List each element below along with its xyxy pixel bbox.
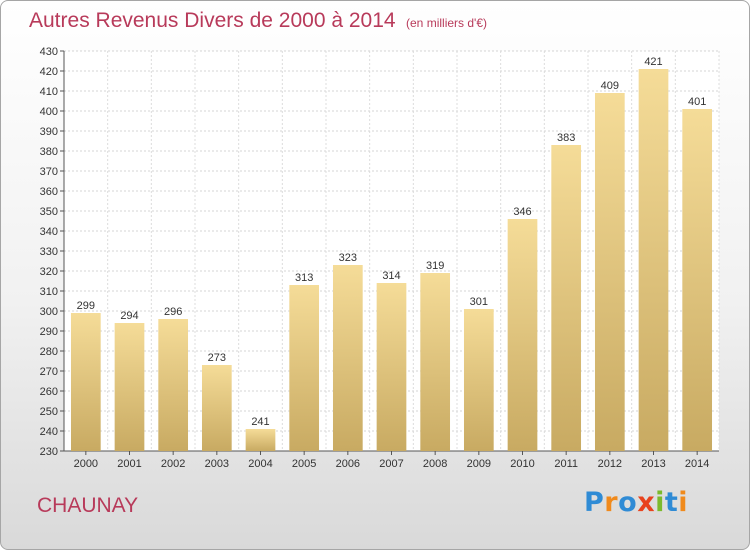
bar-2013	[638, 69, 669, 451]
bars	[70, 69, 713, 451]
y-tick-label: 290	[40, 326, 58, 338]
bar-2003	[201, 365, 232, 451]
y-tick-label: 240	[40, 426, 58, 438]
data-label-2005: 313	[295, 272, 313, 284]
data-label-2001: 294	[120, 310, 138, 322]
chart-title-main: Autres Revenus Divers de 2000 à 2014	[29, 9, 396, 32]
bar-2005	[289, 285, 320, 451]
y-tick-label: 420	[40, 66, 58, 78]
bar-2012	[594, 93, 625, 451]
data-label-2004: 241	[251, 416, 269, 428]
y-tick-label: 260	[40, 386, 58, 398]
y-tick-label: 280	[40, 346, 58, 358]
bar-2011	[551, 145, 582, 451]
bar-2001	[114, 323, 145, 451]
logo-letter: i	[678, 487, 689, 518]
data-label-2003: 273	[208, 352, 226, 364]
y-tick-label: 370	[40, 166, 58, 178]
x-tick-label: 2006	[336, 458, 360, 470]
y-tick-label: 400	[40, 106, 58, 118]
bar-2002	[158, 319, 189, 451]
data-label-2010: 346	[513, 206, 531, 218]
x-tick-label: 2002	[161, 458, 185, 470]
bar-2014	[682, 109, 713, 451]
logo-letter: x	[637, 487, 656, 518]
y-tick-label: 390	[40, 126, 58, 138]
y-tick-label: 360	[40, 186, 58, 198]
data-label-2009: 301	[470, 296, 488, 308]
bar-2008	[420, 273, 451, 451]
data-label-2002: 296	[164, 306, 182, 318]
data-label-2013: 421	[644, 56, 662, 68]
y-tick-label: 340	[40, 226, 58, 238]
x-tick-label: 2014	[685, 458, 709, 470]
bar-2010	[507, 219, 538, 451]
logo-letter: r	[604, 487, 619, 518]
x-tick-label: 2004	[248, 458, 272, 470]
proxiti-logo: Proxiti	[584, 487, 688, 518]
x-tick-label: 2007	[379, 458, 403, 470]
location-name: CHAUNAY	[37, 494, 139, 517]
x-tick-label: 2005	[292, 458, 316, 470]
y-tick-label: 320	[40, 266, 58, 278]
x-tick-label: 2012	[598, 458, 622, 470]
x-tick-label: 2008	[423, 458, 447, 470]
chart-title-unit: (en milliers d'€)	[406, 16, 487, 30]
y-tick-label: 270	[40, 366, 58, 378]
data-label-2011: 383	[557, 132, 575, 144]
data-label-2008: 319	[426, 260, 444, 272]
logo-letter: o	[618, 487, 638, 518]
data-label-2000: 299	[77, 300, 95, 312]
x-tick-label: 2011	[554, 458, 578, 470]
data-labels: 299 294 296 273 241 313 323 314 319 301 346 383 409 4…	[77, 56, 707, 428]
bar-2007	[376, 283, 407, 451]
data-label-2007: 314	[382, 270, 400, 282]
data-label-2006: 323	[339, 252, 357, 264]
bar-2009	[463, 309, 494, 451]
logo-letter: t	[664, 487, 679, 518]
y-tick-label: 330	[40, 246, 58, 258]
bar-2006	[332, 265, 363, 451]
y-tick-label: 250	[40, 406, 58, 418]
y-tick-label: 300	[40, 306, 58, 318]
y-tick-label: 410	[40, 86, 58, 98]
y-tick-label: 380	[40, 146, 58, 158]
data-label-2014: 401	[688, 96, 706, 108]
logo-letter: i	[655, 487, 665, 518]
y-tick-label: 310	[40, 286, 58, 298]
axes: 230 240 250 260 270 280 290 300 310 320 330 340 350 3…	[40, 46, 719, 470]
logo-letter: P	[584, 487, 605, 518]
bar-2004	[245, 429, 276, 451]
x-tick-label: 2000	[74, 458, 98, 470]
bar-2000	[70, 313, 101, 451]
x-tick-label: 2001	[117, 458, 141, 470]
data-label-2012: 409	[601, 80, 619, 92]
x-tick-label: 2009	[467, 458, 491, 470]
y-tick-label: 350	[40, 206, 58, 218]
y-tick-label: 230	[40, 446, 58, 458]
x-tick-label: 2003	[205, 458, 229, 470]
x-tick-label: 2013	[641, 458, 665, 470]
x-tick-label: 2010	[510, 458, 534, 470]
chart-title: Autres Revenus Divers de 2000 à 2014 (en…	[29, 9, 487, 33]
y-tick-label: 430	[40, 46, 58, 58]
